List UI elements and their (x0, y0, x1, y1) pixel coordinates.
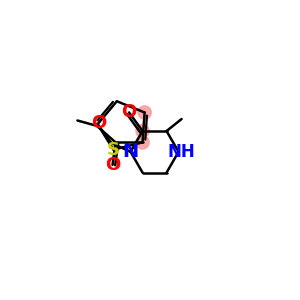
Text: NH: NH (168, 143, 195, 161)
Text: O: O (105, 156, 120, 174)
Circle shape (138, 106, 151, 119)
Circle shape (136, 136, 149, 149)
Text: S: S (107, 141, 120, 159)
Text: O: O (91, 114, 106, 132)
Circle shape (136, 124, 149, 138)
Text: N: N (122, 142, 139, 161)
Text: O: O (122, 103, 137, 122)
